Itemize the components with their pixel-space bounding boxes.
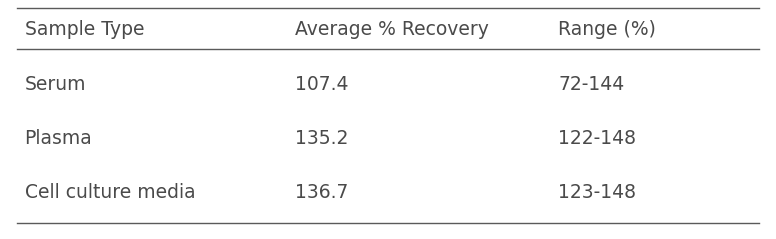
Text: Sample Type: Sample Type xyxy=(25,20,144,39)
Text: Range (%): Range (%) xyxy=(558,20,656,39)
Text: Plasma: Plasma xyxy=(25,129,92,148)
Text: 136.7: 136.7 xyxy=(295,183,348,202)
Text: 123-148: 123-148 xyxy=(558,183,636,202)
Text: 107.4: 107.4 xyxy=(295,75,348,93)
Text: Serum: Serum xyxy=(25,75,86,93)
Text: 135.2: 135.2 xyxy=(295,129,348,148)
Text: Cell culture media: Cell culture media xyxy=(25,183,196,202)
Text: 72-144: 72-144 xyxy=(558,75,625,93)
Text: 122-148: 122-148 xyxy=(558,129,636,148)
Text: Average % Recovery: Average % Recovery xyxy=(295,20,489,39)
